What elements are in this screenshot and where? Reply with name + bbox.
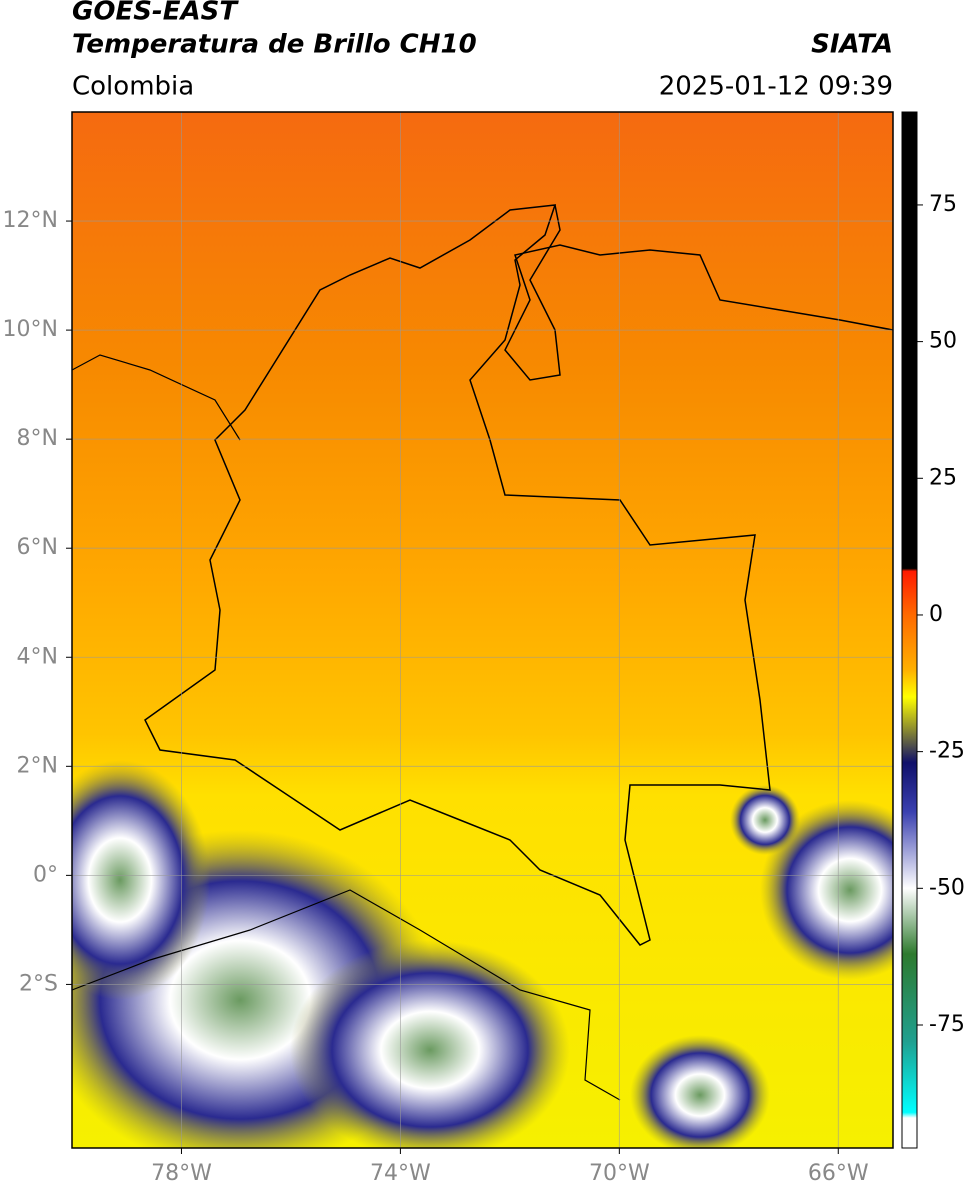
x-tick-label: 70°W (589, 1161, 650, 1186)
title: GOES-EAST (72, 0, 239, 27)
colorbar (901, 111, 918, 1149)
colorbar-tick-label: -75 (929, 1012, 965, 1037)
subtitle: Temperatura de Brillo CH10 (72, 30, 477, 60)
y-tick-label: 4°N (17, 644, 58, 669)
y-tick-label: 6°N (17, 535, 58, 560)
colorbar-tick-label: 25 (929, 465, 957, 490)
datetime: 2025-01-12 09:39 (659, 72, 893, 102)
y-tick-label: 0° (33, 862, 58, 887)
colorbar-tick-label: -50 (929, 875, 965, 900)
colorbar-tick-label: -25 (929, 739, 965, 764)
map-frame (71, 111, 894, 1149)
graticule (72, 112, 893, 1148)
colorbar-tick-label: 50 (929, 329, 957, 354)
region: Colombia (72, 72, 194, 102)
colorbar-tick-label: 0 (929, 602, 943, 627)
y-tick-label: 12°N (3, 208, 58, 233)
x-tick-label: 78°W (151, 1161, 212, 1186)
y-tick-label: 10°N (3, 317, 58, 342)
y-tick-label: 8°N (17, 426, 58, 451)
source: SIATA (811, 30, 893, 60)
y-tick-label: 2°S (19, 971, 58, 996)
y-tick-label: 2°N (17, 753, 58, 778)
colorbar-tick-label: 75 (929, 192, 957, 217)
satellite-image (72, 112, 893, 1148)
x-tick-label: 74°W (370, 1161, 431, 1186)
x-tick-label: 66°W (808, 1161, 869, 1186)
